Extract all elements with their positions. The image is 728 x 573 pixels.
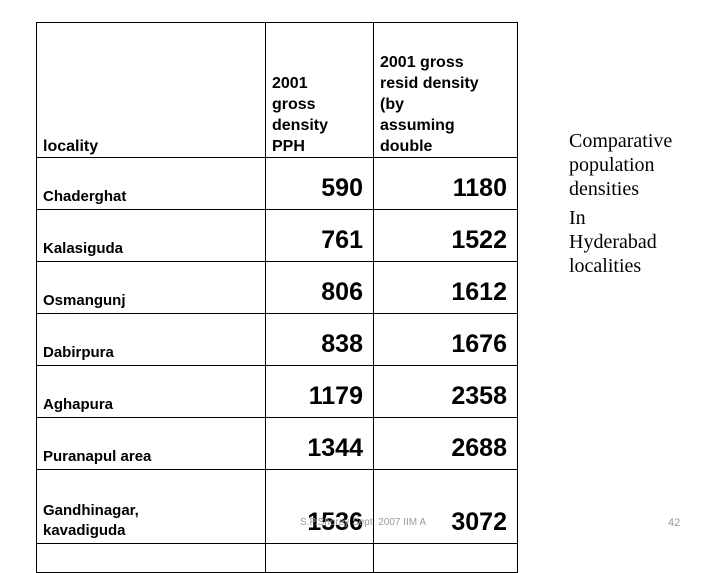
empty-cell <box>373 543 518 573</box>
gross-density-cell: 761 <box>265 209 374 262</box>
density-table: locality 2001 gross density PPH 2001 gro… <box>36 22 518 573</box>
locality-line: kavadiguda <box>43 522 126 539</box>
header-resid-density: 2001 gross resid density (by assuming do… <box>373 22 518 158</box>
locality-cell: Chaderghat <box>36 157 266 210</box>
caption: Comparative population densities In Hyde… <box>569 129 719 283</box>
caption-line: population <box>569 154 655 176</box>
caption-paragraph: In Hyderabad localities <box>569 206 719 278</box>
gross-density-cell: 1179 <box>265 365 374 418</box>
gross-density-cell: 1344 <box>265 417 374 470</box>
gross-density-cell: 1536 <box>265 469 374 544</box>
empty-cell <box>36 543 266 573</box>
caption-line: densities <box>569 178 639 200</box>
header-locality: locality <box>36 22 266 158</box>
table-row: Dabirpura 838 1676 <box>36 313 518 366</box>
caption-line: Comparative <box>569 130 673 152</box>
locality-cell: Osmangunj <box>36 261 266 314</box>
header-resid-line: double <box>380 138 433 155</box>
locality-cell: Puranapul area <box>36 417 266 470</box>
table-row: Puranapul area 1344 2688 <box>36 417 518 470</box>
header-gross-line: PPH <box>272 138 305 155</box>
resid-density-cell: 1180 <box>373 157 518 210</box>
header-locality-text: locality <box>43 138 99 155</box>
caption-paragraph: Comparative population densities <box>569 129 719 201</box>
table-header-row: locality 2001 gross density PPH 2001 gro… <box>36 22 518 158</box>
caption-line: localities <box>569 255 642 277</box>
header-gross-density: 2001 gross density PPH <box>265 22 374 158</box>
resid-density-cell: 3072 <box>373 469 518 544</box>
header-resid-line: (by <box>380 96 404 113</box>
header-gross-line: density <box>272 117 329 134</box>
gross-density-cell: 806 <box>265 261 374 314</box>
locality-cell: Aghapura <box>36 365 266 418</box>
table-row: Osmangunj 806 1612 <box>36 261 518 314</box>
slide: locality 2001 gross density PPH 2001 gro… <box>36 22 719 573</box>
header-resid-line: 2001 gross <box>380 54 464 71</box>
caption-line: Hyderabad <box>569 231 657 253</box>
resid-density-cell: 2688 <box>373 417 518 470</box>
resid-density-cell: 1612 <box>373 261 518 314</box>
table-row-empty <box>36 543 518 573</box>
table-row: Kalasiguda 761 1522 <box>36 209 518 262</box>
gross-density-cell: 590 <box>265 157 374 210</box>
table-row: Gandhinagar, kavadiguda 1536 3072 <box>36 469 518 544</box>
locality-cell: Dabirpura <box>36 313 266 366</box>
header-gross-line: gross <box>272 96 316 113</box>
resid-density-cell: 1522 <box>373 209 518 262</box>
header-resid-line: assuming <box>380 117 455 134</box>
empty-cell <box>265 543 374 573</box>
locality-cell: Kalasiguda <box>36 209 266 262</box>
footer-credit: S.P.Shorey Sept. 2007 IIM A <box>300 517 427 528</box>
table-row: Chaderghat 590 1180 <box>36 157 518 210</box>
header-gross-line: 2001 <box>272 75 308 92</box>
locality-line: Gandhinagar, <box>43 502 139 519</box>
header-resid-line: resid density <box>380 75 479 92</box>
locality-cell: Gandhinagar, kavadiguda <box>36 469 266 544</box>
table-row: Aghapura 1179 2358 <box>36 365 518 418</box>
resid-density-cell: 1676 <box>373 313 518 366</box>
gross-density-cell: 838 <box>265 313 374 366</box>
resid-density-cell: 2358 <box>373 365 518 418</box>
page-number: 42 <box>668 517 681 529</box>
caption-line: In <box>569 207 586 229</box>
